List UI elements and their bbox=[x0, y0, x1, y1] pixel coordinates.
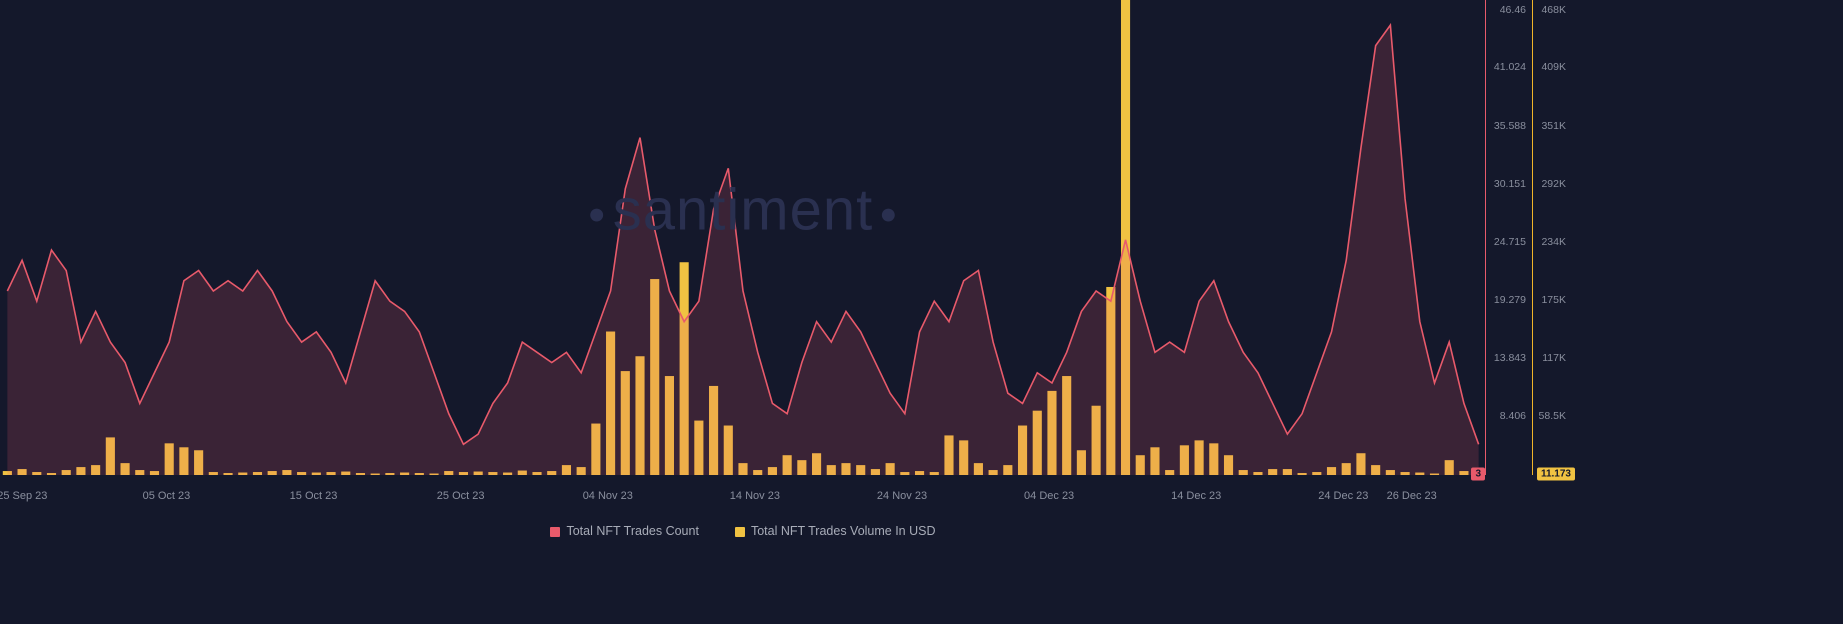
x-axis-label: 15 Oct 23 bbox=[290, 490, 338, 502]
y-axis-tick: 292K bbox=[1541, 178, 1566, 190]
legend-item: Total NFT Trades Volume In USD bbox=[735, 524, 936, 538]
legend-item: Total NFT Trades Count bbox=[550, 524, 698, 538]
legend-swatch bbox=[550, 527, 560, 537]
y-axis-tick: 8.406 bbox=[1500, 410, 1526, 422]
x-axis-label: 14 Dec 23 bbox=[1171, 490, 1221, 502]
x-axis-label: 24 Dec 23 bbox=[1318, 490, 1368, 502]
y-axis-tick: 58.5K bbox=[1539, 410, 1566, 422]
x-axis-label: 04 Dec 23 bbox=[1024, 490, 1074, 502]
y-axis-tick: 468K bbox=[1541, 4, 1566, 16]
current-value-count: 3 bbox=[1471, 468, 1485, 481]
y-axis-tick: 234K bbox=[1541, 236, 1566, 248]
y-axis-volume: 468K 409K 351K 292K 234K 175K 117K 58.5K bbox=[1526, 0, 1566, 475]
y-axis-tick: 30.151 bbox=[1494, 178, 1526, 190]
x-axis-label: 04 Nov 23 bbox=[583, 490, 633, 502]
y-axis-tick: 351K bbox=[1541, 120, 1566, 132]
x-axis: 25 Sep 23 05 Oct 23 15 Oct 23 25 Oct 23 04 N… bbox=[0, 490, 1486, 506]
legend-label: Total NFT Trades Volume In USD bbox=[751, 524, 936, 538]
y-axis-count: 46.46 41.024 35.588 30.151 24.715 19.279 13.84… bbox=[1486, 0, 1526, 475]
y-axis-tick: 24.715 bbox=[1494, 236, 1526, 248]
legend-label: Total NFT Trades Count bbox=[566, 524, 698, 538]
area-fill bbox=[7, 25, 1478, 475]
y-axis-tick: 19.279 bbox=[1494, 294, 1526, 306]
y-axis-tick: 35.588 bbox=[1494, 120, 1526, 132]
x-axis-label: 25 Sep 23 bbox=[0, 490, 47, 502]
x-axis-label: 05 Oct 23 bbox=[143, 490, 191, 502]
y-axis-tick: 46.46 bbox=[1500, 4, 1526, 16]
current-value-volume: 11.173 bbox=[1537, 468, 1575, 481]
x-axis-label: 25 Oct 23 bbox=[437, 490, 485, 502]
y-axis-tick: 409K bbox=[1541, 61, 1566, 73]
y-axis-tick: 175K bbox=[1541, 294, 1566, 306]
x-axis-label: 24 Nov 23 bbox=[877, 490, 927, 502]
y-axis-tick: 41.024 bbox=[1494, 61, 1526, 73]
x-axis-label: 14 Nov 23 bbox=[730, 490, 780, 502]
legend-swatch bbox=[735, 527, 745, 537]
legend: Total NFT Trades Count Total NFT Trades V… bbox=[0, 524, 1486, 538]
y-axis-tick: 13.843 bbox=[1494, 352, 1526, 364]
x-axis-label: 26 Dec 23 bbox=[1387, 490, 1437, 502]
chart-plot-area[interactable]: ●santiment● bbox=[0, 0, 1486, 600]
y-axis-tick: 117K bbox=[1542, 352, 1566, 364]
